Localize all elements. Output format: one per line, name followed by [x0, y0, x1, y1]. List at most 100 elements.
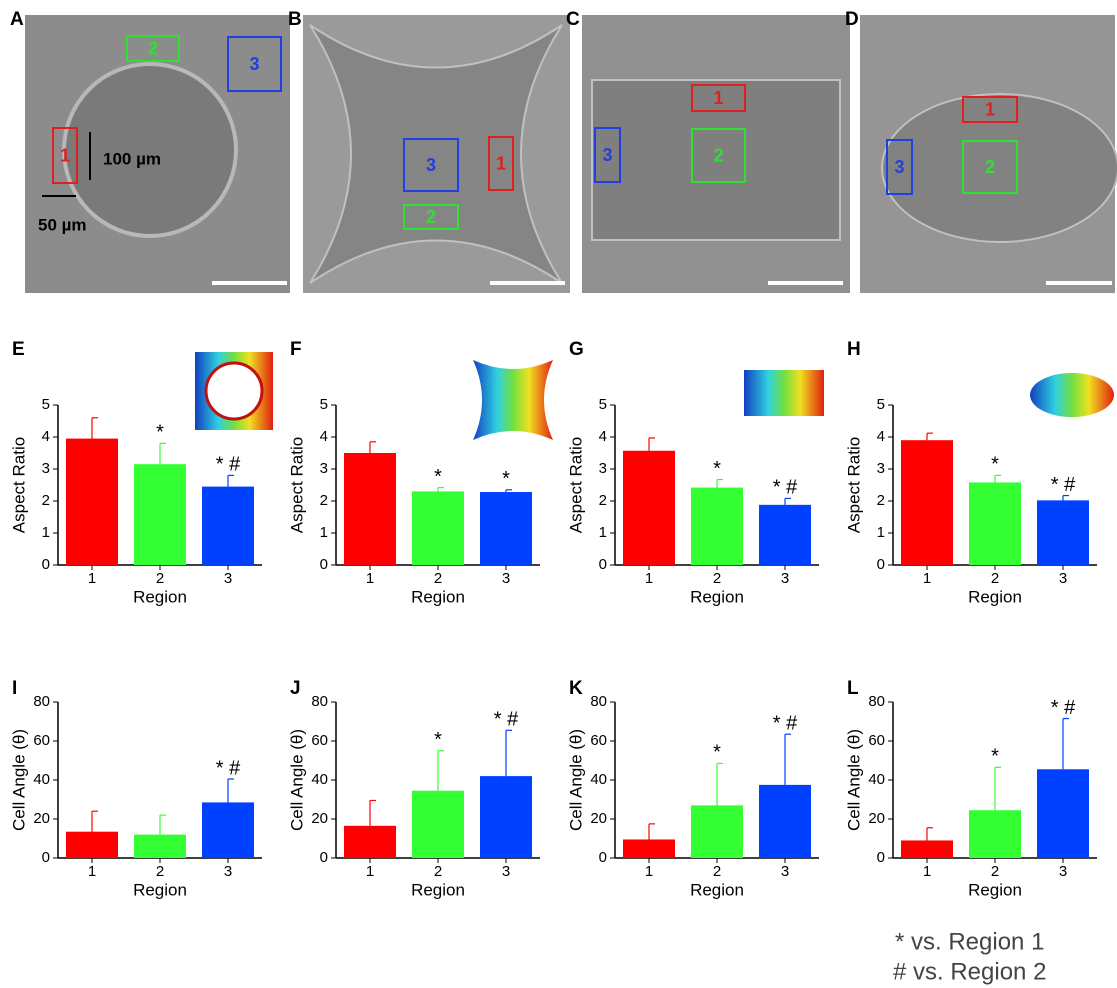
bar: [623, 839, 675, 858]
y-tick-label: 1: [599, 524, 607, 541]
panel-label: D: [845, 9, 859, 30]
y-tick-label: 4: [599, 428, 607, 445]
y-tick-label: 2: [877, 492, 885, 509]
x-tick-label: 1: [645, 863, 653, 880]
bar: [1037, 769, 1089, 858]
bar: [412, 791, 464, 858]
x-axis-label: Region: [690, 587, 744, 606]
x-tick-label: 1: [645, 570, 653, 587]
x-tick-label: 1: [88, 570, 96, 587]
y-tick-label: 5: [320, 396, 328, 413]
x-tick-label: 1: [366, 863, 374, 880]
y-axis-label: Cell Angle (θ): [9, 729, 28, 831]
y-axis-label: Aspect Ratio: [844, 437, 863, 533]
x-tick-label: 3: [224, 570, 232, 587]
x-tick-label: 2: [156, 570, 164, 587]
panel-label: J: [290, 678, 301, 699]
y-tick-label: 0: [320, 556, 328, 573]
y-axis-label: Aspect Ratio: [566, 437, 585, 533]
legend-note: # vs. Region 2: [893, 958, 1046, 985]
y-axis-label: Aspect Ratio: [287, 437, 306, 533]
significance: * #: [1051, 697, 1076, 719]
y-tick-label: 0: [320, 849, 328, 866]
bar: [344, 453, 396, 565]
significance: * #: [216, 454, 241, 476]
y-tick-label: 20: [868, 810, 885, 827]
y-tick-label: 60: [311, 732, 328, 749]
panel-label: C: [566, 9, 580, 30]
x-tick-label: 2: [434, 863, 442, 880]
significance: *: [156, 422, 164, 444]
inset: [1030, 373, 1114, 417]
x-tick-label: 2: [434, 570, 442, 587]
significance: * #: [216, 757, 241, 779]
pattern-shape: [882, 94, 1117, 242]
region-label: 3: [602, 145, 612, 165]
bar: [623, 451, 675, 565]
y-tick-label: 1: [320, 524, 328, 541]
y-tick-label: 40: [590, 771, 607, 788]
panel-label: A: [10, 9, 24, 30]
annotation: 50 µm: [38, 215, 87, 234]
y-tick-label: 80: [33, 693, 50, 710]
y-tick-label: 3: [877, 460, 885, 477]
x-tick-label: 3: [781, 570, 789, 587]
y-tick-label: 60: [33, 732, 50, 749]
y-axis-label: Aspect Ratio: [9, 437, 28, 533]
y-tick-label: 4: [877, 428, 885, 445]
inset: [473, 360, 553, 440]
significance: * #: [1051, 474, 1076, 496]
y-tick-label: 5: [599, 396, 607, 413]
x-tick-label: 3: [502, 863, 510, 880]
x-axis-label: Region: [411, 880, 465, 899]
significance: *: [991, 746, 999, 768]
y-tick-label: 3: [42, 460, 50, 477]
y-tick-label: 4: [42, 428, 50, 445]
x-tick-label: 2: [713, 570, 721, 587]
y-tick-label: 3: [320, 460, 328, 477]
x-tick-label: 3: [781, 863, 789, 880]
significance: *: [991, 454, 999, 476]
bar: [901, 440, 953, 565]
y-tick-label: 2: [320, 492, 328, 509]
bar: [202, 487, 254, 565]
y-tick-label: 3: [599, 460, 607, 477]
bar: [759, 505, 811, 565]
panel-label: H: [847, 339, 861, 360]
y-tick-label: 0: [42, 556, 50, 573]
micrographs: [25, 15, 1117, 293]
y-tick-label: 0: [877, 849, 885, 866]
y-axis-label: Cell Angle (θ): [287, 729, 306, 831]
panel-label: E: [12, 339, 25, 360]
region-label: 3: [426, 155, 436, 175]
x-tick-label: 3: [1059, 570, 1067, 587]
significance: *: [434, 729, 442, 751]
y-tick-label: 40: [311, 771, 328, 788]
region-label: 1: [60, 145, 70, 165]
region-label: 2: [148, 38, 158, 58]
x-tick-label: 1: [88, 863, 96, 880]
bar: [691, 488, 743, 565]
x-tick-label: 1: [366, 570, 374, 587]
panel-label: K: [569, 678, 583, 699]
bar: [759, 785, 811, 858]
y-tick-label: 1: [42, 524, 50, 541]
region-label: 3: [249, 54, 259, 74]
significance: *: [713, 458, 721, 480]
annotation: 100 µm: [103, 149, 161, 168]
bar: [66, 439, 118, 565]
y-tick-label: 0: [599, 849, 607, 866]
y-tick-label: 20: [590, 810, 607, 827]
significance: *: [434, 466, 442, 488]
panel-label: B: [288, 9, 302, 30]
x-axis-label: Region: [968, 587, 1022, 606]
y-tick-label: 0: [599, 556, 607, 573]
y-tick-label: 2: [599, 492, 607, 509]
bar: [1037, 500, 1089, 565]
significance: * #: [494, 709, 519, 731]
bar: [66, 832, 118, 858]
y-tick-label: 60: [868, 732, 885, 749]
